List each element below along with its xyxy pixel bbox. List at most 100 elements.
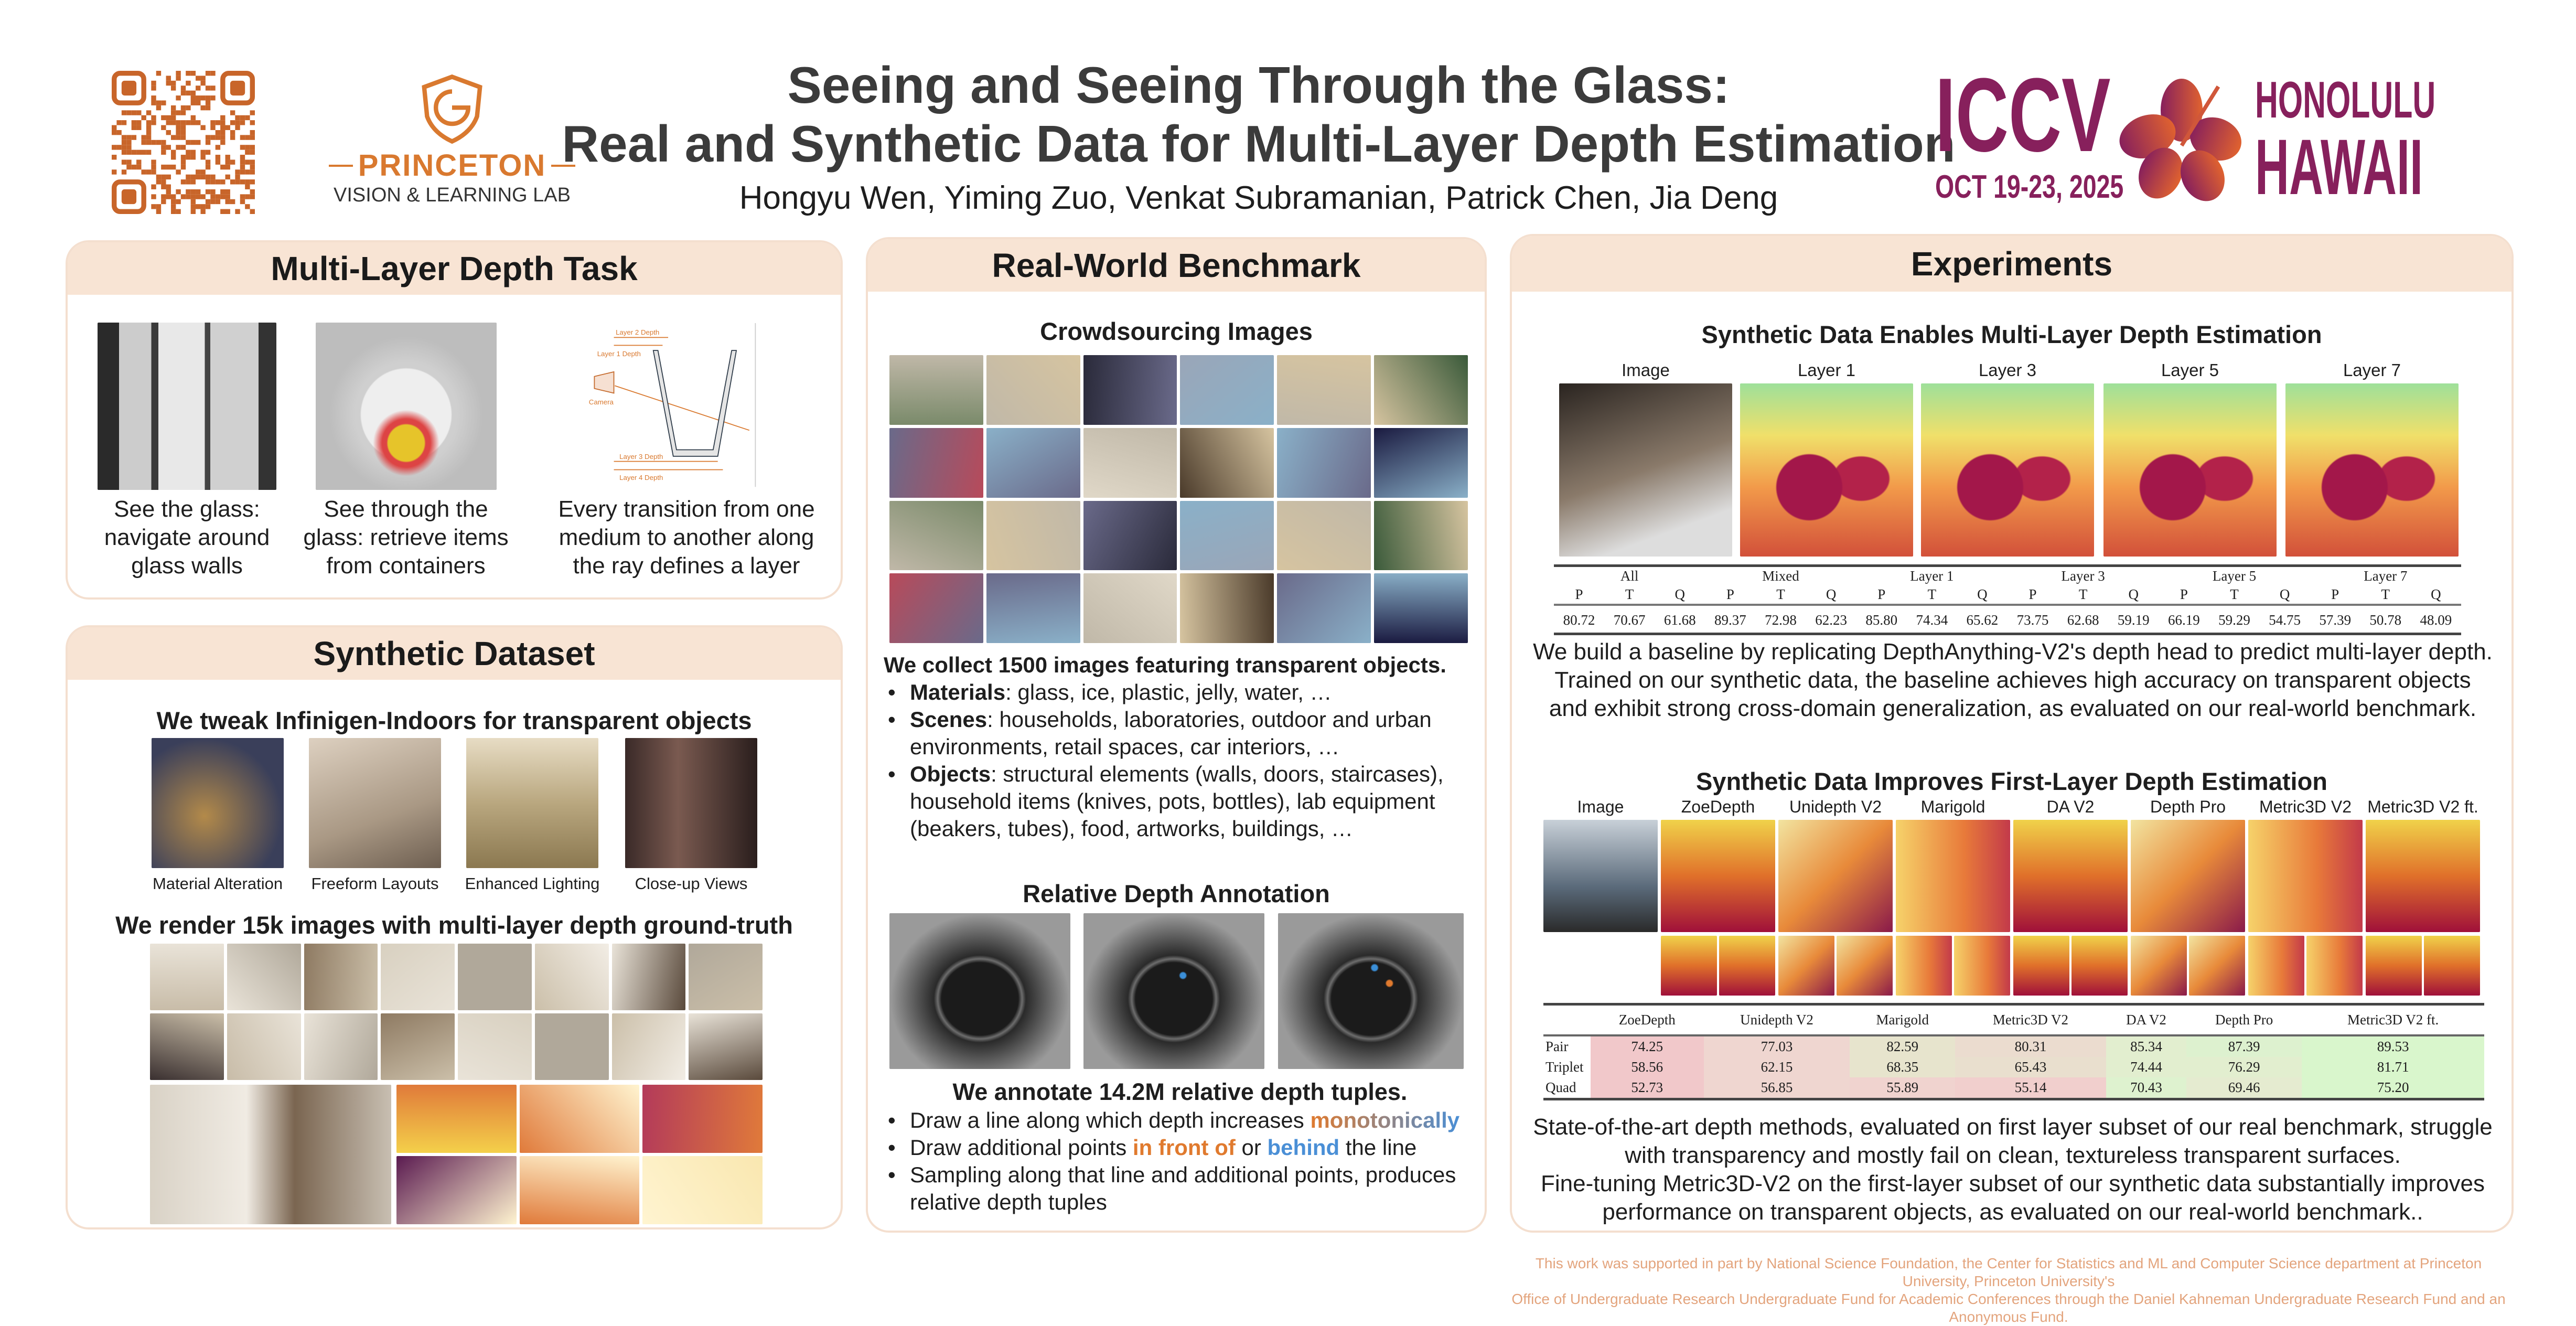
- s1-label: Image: [1622, 360, 1670, 380]
- t1-cell: 59.29: [2209, 604, 2260, 634]
- zoomed-crop: [2306, 936, 2363, 996]
- annotate-statement: We annotate 14.2M relative depth tuples.: [952, 1078, 1408, 1105]
- t1-subcol-header: T: [2078, 586, 2088, 602]
- caption-enhanced-lighting: Enhanced Lighting: [465, 874, 600, 893]
- crowdsourced-photo: [986, 500, 1080, 571]
- zoomed-crop: [2131, 936, 2187, 996]
- crowdsourced-photo: [889, 500, 983, 571]
- t2-cell: 52.73: [1591, 1077, 1704, 1099]
- input-image: [1543, 820, 1658, 932]
- t2-cell: 74.44: [2106, 1057, 2187, 1077]
- t2-cell: 70.43: [2106, 1077, 2187, 1099]
- bullet-sampling: Sampling along that line and additional …: [884, 1161, 1476, 1216]
- panel-title: Real-World Benchmark: [868, 239, 1485, 292]
- t1-cell: 62.23: [1806, 604, 1856, 634]
- t1-cell: 54.75: [2259, 604, 2310, 634]
- s2-label: Marigold: [1920, 797, 1985, 816]
- annotation-photo-2: [1083, 913, 1264, 1069]
- t1-subcol-header: P: [1726, 586, 1734, 602]
- t2-cell: 89.53: [2302, 1035, 2484, 1057]
- t2-cell: 74.25: [1591, 1035, 1704, 1057]
- synthetic-render-grid: [150, 944, 763, 1080]
- crowdsourced-photo: [1180, 355, 1274, 425]
- t2-cell: 80.31: [1955, 1035, 2106, 1057]
- panel-experiments: Experiments Synthetic Data Enables Multi…: [1510, 234, 2514, 1233]
- layer-depth-map: [2285, 383, 2459, 557]
- lab-subtitle: VISION & LEARNING LAB: [334, 184, 571, 206]
- crowdsourced-photo: [1277, 573, 1371, 643]
- t2-row-label: Quad: [1545, 1079, 1576, 1095]
- panel-synthetic-dataset: Synthetic Dataset We tweak Infinigen-Ind…: [66, 625, 843, 1229]
- poster-title-line2: Real and Synthetic Data for Multi-Layer …: [562, 115, 1956, 173]
- caption-freeform-layouts: Freeform Layouts: [311, 874, 439, 893]
- crowdsourced-photo: [1277, 427, 1371, 498]
- t1-cell: 65.62: [1957, 604, 2008, 634]
- synthetic-render-tile: [689, 1013, 763, 1080]
- crowdsourced-photo: [1180, 427, 1274, 498]
- t1-cell: 50.78: [2360, 604, 2411, 634]
- annotation-photo-1: [889, 913, 1070, 1069]
- s1-heading: Synthetic Data Enables Multi-Layer Depth…: [1701, 320, 2322, 348]
- funding-line-1: This work was supported in part by Natio…: [1535, 1255, 2482, 1289]
- t2-cell: 58.56: [1591, 1057, 1704, 1077]
- crowdsourced-photo: [1374, 427, 1468, 498]
- t1-cell: 59.19: [2108, 604, 2159, 634]
- zoomed-crop: [2424, 936, 2480, 996]
- panel-title: Synthetic Dataset: [68, 627, 841, 680]
- crowdsourced-photo: [1374, 500, 1468, 571]
- s2-description-2: Fine-tuning Metric3D-V2 on the first-lay…: [1541, 1171, 2485, 1225]
- depth-map-tile: [642, 1156, 763, 1224]
- princeton-lab-logo: PRINCETON VISION & LEARNING LAB: [329, 72, 575, 211]
- crowdsourced-photo: [1374, 573, 1468, 643]
- t1-cell: 57.39: [2310, 604, 2360, 634]
- crowdsourced-photo: [1374, 355, 1468, 425]
- panel-title: Multi-Layer Depth Task: [68, 242, 841, 295]
- tweak-heading: We tweak Infinigen-Indoors for transpare…: [156, 707, 752, 734]
- glass-walls-photo: [98, 323, 276, 490]
- collect-statement: We collect 1500 images featuring transpa…: [884, 653, 1446, 677]
- t1-subcol-header: Q: [1675, 586, 1686, 602]
- synthetic-render-tile: [611, 1013, 686, 1080]
- t1-subcol-header: T: [2230, 586, 2239, 602]
- method-depth-prediction: [1661, 820, 1775, 932]
- crowdsourced-photo: [986, 355, 1080, 425]
- diagram-label-camera: Camera: [589, 398, 614, 406]
- t2-row-label: Pair: [1545, 1039, 1569, 1054]
- t1-cell: 70.67: [1604, 604, 1655, 634]
- s2-label: Metric3D V2: [2259, 797, 2352, 816]
- glass-jar-photo: [316, 323, 497, 490]
- s2-label: Depth Pro: [2150, 797, 2226, 816]
- panel-title: Experiments: [1512, 236, 2511, 292]
- t2-cell: 65.43: [1955, 1057, 2106, 1077]
- t1-group-header: Layer 7: [2364, 568, 2408, 584]
- t1-subcol-header: Q: [2279, 586, 2290, 602]
- s2-heading: Synthetic Data Improves First-Layer Dept…: [1695, 767, 2327, 795]
- zoomed-crop: [2189, 936, 2245, 996]
- s1-label: Layer 7: [2343, 360, 2401, 380]
- t1-cell: 89.37: [1705, 604, 1756, 634]
- synthetic-render-large-photo: [150, 1085, 391, 1224]
- crowdsourced-photo: [1277, 355, 1371, 425]
- bullet-draw-points: Draw additional points in front of or be…: [884, 1134, 1476, 1161]
- caption-see-glass: See the glass: navigate around glass wal…: [104, 496, 270, 579]
- t1-group-header: Layer 1: [1910, 568, 1954, 584]
- panel-real-world-benchmark: Real-World Benchmark Crowdsourcing Image…: [866, 237, 1487, 1233]
- t1-subcol-header: T: [1776, 586, 1785, 602]
- lab-name: PRINCETON: [358, 148, 546, 183]
- annotation-heading: Relative Depth Annotation: [1023, 880, 1330, 907]
- zoomed-crop: [2071, 936, 2128, 996]
- t1-subcol-header: P: [2028, 586, 2037, 602]
- s2-label: ZoeDepth: [1681, 797, 1755, 816]
- crowdsourced-photo: [1180, 500, 1274, 571]
- t2-cell: 62.15: [1703, 1057, 1850, 1077]
- t1-group-header: Mixed: [1762, 568, 1799, 584]
- t2-column-header: ZoeDepth: [1591, 1004, 1704, 1036]
- panel-multi-layer-depth-task: Multi-Layer Depth Task Layer 2 Depth Lay…: [66, 240, 843, 600]
- qr-code[interactable]: [112, 71, 255, 214]
- crowdsourced-photo: [1277, 500, 1371, 571]
- crowdsourced-images-grid: [889, 355, 1468, 643]
- s2-label: Metric3D V2 ft.: [2367, 797, 2478, 816]
- method-depth-prediction: [2248, 820, 2363, 932]
- t2-cell: 69.46: [2186, 1077, 2302, 1099]
- t2-cell: 55.14: [1955, 1077, 2106, 1099]
